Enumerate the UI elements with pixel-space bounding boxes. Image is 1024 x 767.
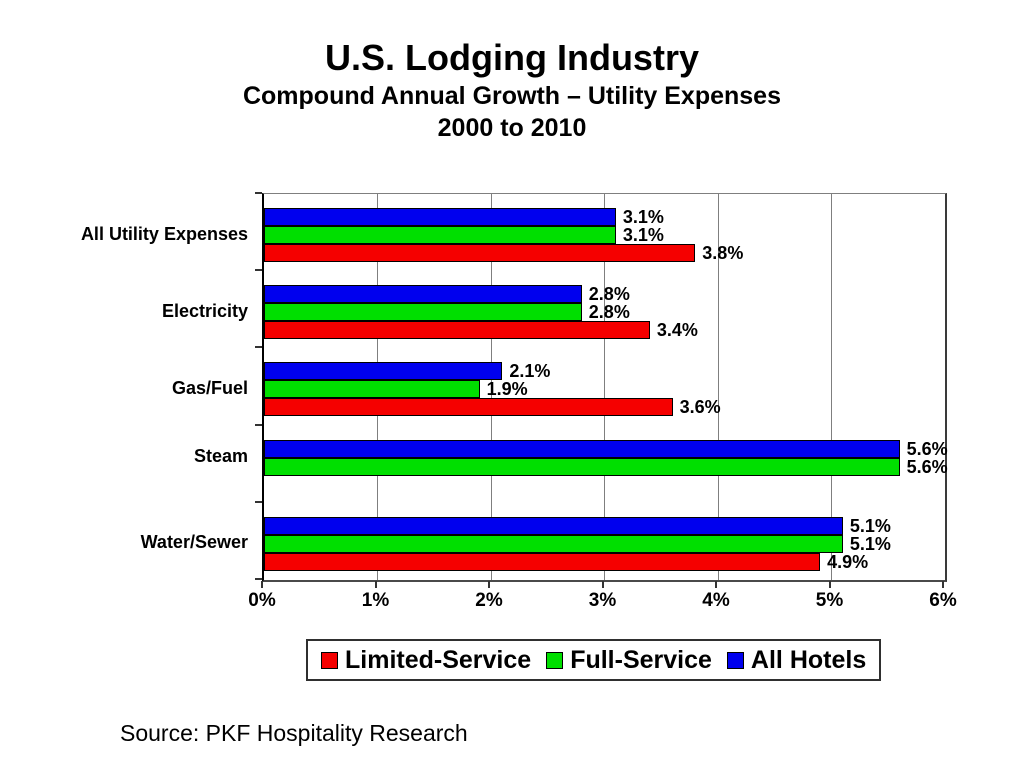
bar bbox=[264, 534, 843, 553]
legend-swatch bbox=[321, 651, 338, 669]
bar-value-label: 4.9% bbox=[827, 551, 869, 572]
legend-label: All Hotels bbox=[750, 645, 867, 674]
bar-value-label: 5.6% bbox=[906, 456, 948, 477]
legend-swatch bbox=[546, 651, 564, 669]
bar bbox=[264, 516, 843, 535]
x-axis-tick bbox=[715, 581, 717, 588]
bar-value-label: 5.1% bbox=[849, 533, 891, 554]
category-label: Steam bbox=[193, 446, 248, 467]
gridline bbox=[604, 194, 605, 580]
bar bbox=[264, 285, 582, 304]
bar-value-label: 5.1% bbox=[849, 515, 891, 536]
bar bbox=[264, 303, 582, 322]
bar-value-label: 3.6% bbox=[679, 397, 721, 418]
bar bbox=[264, 439, 900, 458]
x-tick-label: 2% bbox=[475, 590, 503, 611]
bar bbox=[264, 398, 673, 417]
category-label: Water/Sewer bbox=[140, 532, 248, 553]
bar-value-label: 2.8% bbox=[588, 284, 630, 305]
chart-subtitle-years: 2000 to 2010 bbox=[437, 114, 587, 142]
x-tick-label: 3% bbox=[588, 590, 617, 611]
y-axis-tick bbox=[255, 192, 262, 194]
legend-item: Limited-Service bbox=[321, 646, 531, 675]
bar-value-label: 1.9% bbox=[486, 379, 528, 400]
x-tick-label: 1% bbox=[361, 590, 390, 611]
gridline bbox=[490, 194, 492, 580]
bar-value-label: 2.8% bbox=[588, 302, 630, 323]
y-axis-tick bbox=[255, 500, 262, 503]
x-axis-tick bbox=[374, 581, 377, 588]
title-block: U.S. Lodging Industry Compound Annual Gr… bbox=[0, 36, 1024, 144]
x-tick-label: 6% bbox=[929, 590, 957, 611]
bar bbox=[264, 244, 696, 262]
x-tick-label: 0% bbox=[248, 590, 276, 611]
x-axis-tick bbox=[488, 581, 490, 588]
bar-value-label: 3.4% bbox=[656, 320, 698, 341]
bar bbox=[264, 208, 616, 226]
legend-item: Full-Service bbox=[546, 646, 712, 675]
bar bbox=[264, 226, 616, 244]
bar bbox=[264, 380, 480, 399]
bar-value-label: 5.6% bbox=[906, 438, 948, 459]
chart-subtitle: Compound Annual Growth – Utility Expense… bbox=[242, 82, 781, 110]
x-axis-tick bbox=[828, 581, 831, 588]
x-axis-tick bbox=[601, 581, 604, 588]
gridline bbox=[717, 194, 719, 580]
bar bbox=[264, 362, 503, 381]
y-axis-tick bbox=[255, 578, 262, 580]
y-axis-tick bbox=[255, 346, 262, 349]
bar-value-label: 3.1% bbox=[622, 225, 664, 245]
x-axis-tick bbox=[942, 581, 944, 588]
bar bbox=[264, 457, 900, 476]
x-axis-tick bbox=[261, 581, 263, 588]
legend-swatch bbox=[726, 651, 744, 669]
bar-value-label: 3.1% bbox=[622, 207, 664, 227]
legend-label: Limited-Service bbox=[345, 645, 532, 674]
legend-item: All Hotels bbox=[726, 645, 867, 675]
category-label: Electricity bbox=[161, 300, 248, 321]
bar bbox=[264, 552, 821, 571]
source-text: Source: PKF Hospitality Research bbox=[120, 720, 468, 746]
bar-value-label: 3.8% bbox=[702, 243, 744, 263]
category-label: All Utility Expenses bbox=[80, 223, 248, 244]
legend: Limited-Service Full-Service All Hotels bbox=[306, 639, 882, 681]
bar-value-label: 2.1% bbox=[509, 361, 551, 382]
plot-area: 3.1% 3.1% 3.8% 2.8% 2.8% 3.4% 2.1% 1.9% 3.6% 5.6%… bbox=[262, 193, 948, 582]
category-label: Gas/Fuel bbox=[171, 377, 248, 398]
x-tick-label: 4% bbox=[702, 590, 730, 611]
bar bbox=[264, 321, 650, 340]
legend-label: Full-Service bbox=[570, 645, 712, 674]
y-axis-tick bbox=[255, 269, 262, 272]
chart-title: U.S. Lodging Industry bbox=[325, 37, 699, 78]
gridline bbox=[831, 194, 832, 580]
x-tick-label: 5% bbox=[815, 590, 844, 611]
y-axis-tick bbox=[255, 423, 262, 426]
